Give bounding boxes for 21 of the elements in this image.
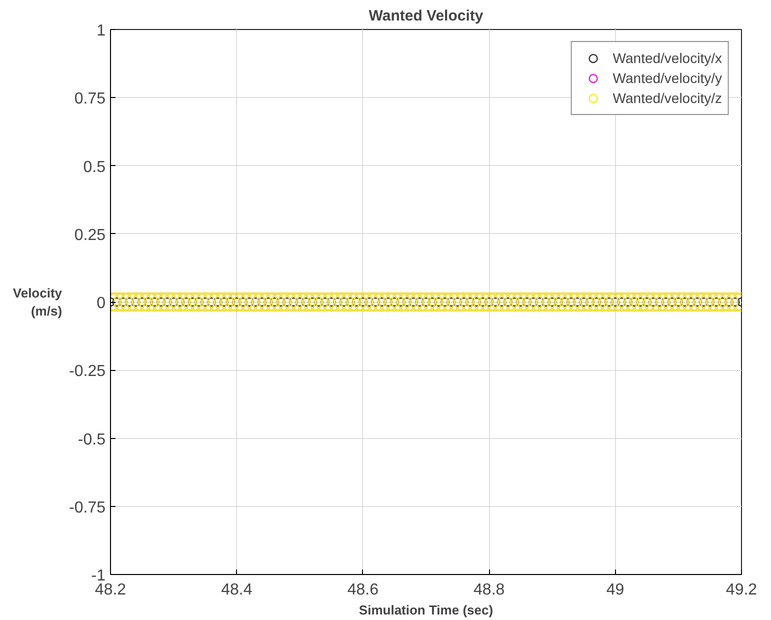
x-tick-label: 49.2 [726, 582, 758, 598]
y-tick-label: -1 [91, 568, 106, 584]
legend-label: Wanted/velocity/x [612, 50, 722, 66]
x-tick-label: 48.4 [221, 582, 252, 598]
legend-label: Wanted/velocity/z [612, 90, 722, 106]
legend-label: Wanted/velocity/y [612, 70, 722, 86]
chart-title: Wanted Velocity [368, 8, 484, 24]
x-tick-label: 48.6 [347, 582, 379, 598]
x-tick-label: 48.2 [94, 582, 126, 598]
y-tick-label: 0.75 [74, 90, 106, 108]
y-tick-label: 0.25 [74, 226, 106, 244]
y-axis-title: Velocity (m/s) [12, 286, 63, 318]
y-tick-label: 0.5 [83, 158, 106, 176]
y-tick-label: 1 [96, 22, 106, 40]
x-tick-label: 48.8 [474, 582, 505, 598]
y-tick-label: -0.25 [69, 363, 106, 380]
y-tick-label: 0 [96, 295, 106, 312]
y-tick-label: -0.75 [69, 499, 106, 516]
x-tick-label: 49 [606, 582, 624, 598]
x-axis-title: Simulation Time (sec) [358, 602, 494, 618]
y-tick-label: -0.5 [78, 431, 106, 448]
